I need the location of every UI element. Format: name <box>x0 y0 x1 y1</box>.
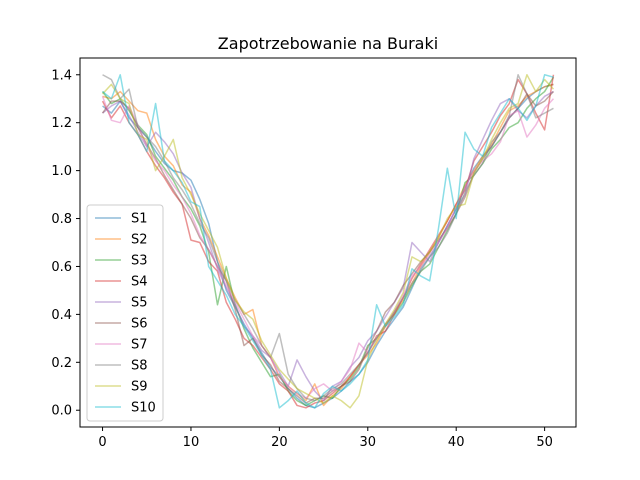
y-tick-label-4: 0.8 <box>51 212 72 227</box>
x-tick-label-0: 0 <box>98 435 106 450</box>
y-tick-label-0: 0.0 <box>51 404 72 419</box>
y-tick-label-3: 0.6 <box>51 260 72 275</box>
legend: S1 S2 S3 S4 S5 S6 S7 S8 S9 S10 <box>86 204 164 422</box>
chart-title: Zapotrzebowanie na Buraki <box>218 34 438 53</box>
legend-label-2: S2 <box>131 233 148 248</box>
y-tick-label-5: 1.0 <box>51 164 72 179</box>
x-tick-label-4: 40 <box>448 435 465 450</box>
legend-label-9: S9 <box>131 380 148 395</box>
legend-label-1: S1 <box>131 212 148 227</box>
legend-label-7: S7 <box>131 338 148 353</box>
y-tick-label-7: 1.4 <box>51 68 72 83</box>
legend-label-10: S10 <box>131 401 156 416</box>
series-line-8 <box>102 74 554 402</box>
legend-label-3: S3 <box>131 254 148 269</box>
series-lines <box>101 74 555 409</box>
y-tick-label-2: 0.4 <box>51 308 72 323</box>
y-tick-label-6: 1.2 <box>51 116 72 131</box>
axes-frame <box>79 57 577 428</box>
x-tick-label-2: 20 <box>271 435 288 450</box>
x-tick-label-3: 30 <box>360 435 377 450</box>
series-line-10 <box>102 74 554 409</box>
legend-label-6: S6 <box>131 317 148 332</box>
series-line-5 <box>102 90 554 402</box>
y-tick-label-1: 0.2 <box>51 356 72 371</box>
legend-label-5: S5 <box>131 296 148 311</box>
legend-label-4: S4 <box>131 275 148 290</box>
y-axis: 0.0 0.2 0.4 0.6 0.8 1.0 1.2 1.4 <box>51 68 80 419</box>
x-tick-label-1: 10 <box>183 435 200 450</box>
series-line-9 <box>101 74 555 409</box>
x-axis: 0 10 20 30 40 50 <box>98 427 553 450</box>
x-tick-label-5: 50 <box>536 435 553 450</box>
legend-box <box>86 204 164 422</box>
legend-label-8: S8 <box>131 359 148 374</box>
